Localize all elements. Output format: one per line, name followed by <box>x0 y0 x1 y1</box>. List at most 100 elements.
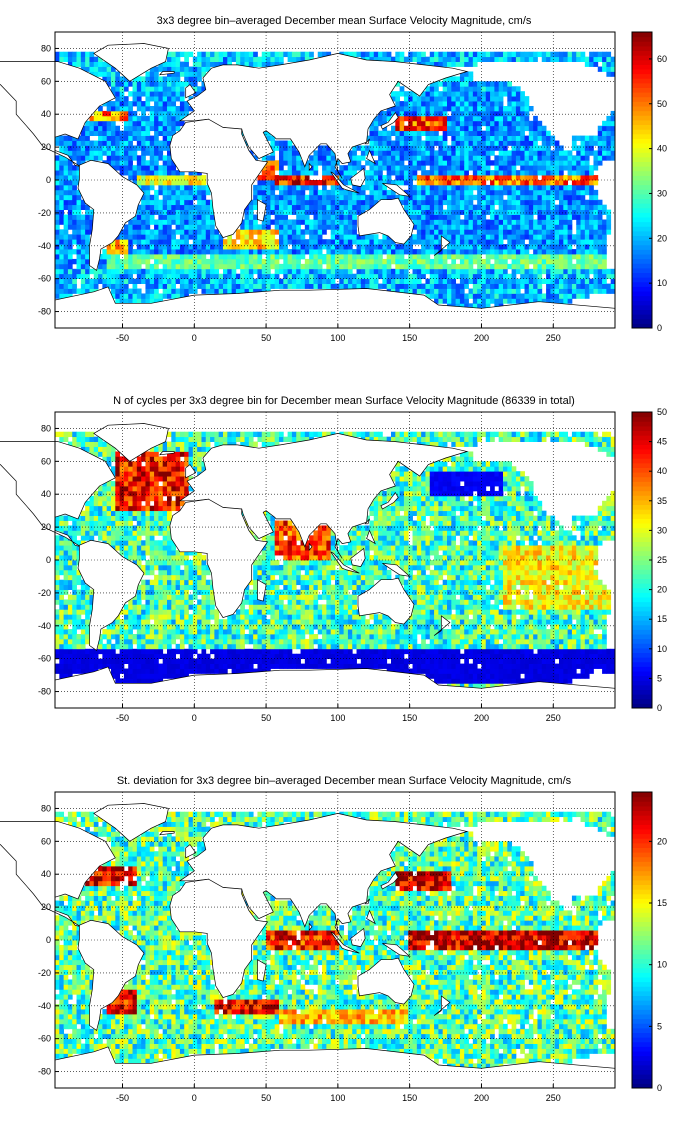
bin-cell <box>179 229 185 235</box>
bin-cell <box>378 194 383 201</box>
bin-cell <box>330 150 336 156</box>
bin-cell <box>369 234 375 240</box>
bin-cell <box>72 584 77 590</box>
bin-cell <box>498 86 504 92</box>
bin-cell <box>326 249 332 255</box>
bin-cell <box>546 244 551 250</box>
bin-cell <box>576 224 581 230</box>
bin-cell <box>89 441 95 447</box>
bin-cell <box>253 155 258 161</box>
bin-cell <box>412 194 418 201</box>
bin-cell <box>248 224 254 230</box>
bin-cell <box>412 140 418 146</box>
bin-cell <box>67 194 73 201</box>
bin-cell <box>520 219 525 225</box>
bin-cell <box>111 254 116 260</box>
bin-cell <box>403 199 409 206</box>
bin-cell <box>279 219 284 225</box>
bin-cell <box>184 204 189 210</box>
bin-cell <box>554 249 560 255</box>
bin-cell <box>317 249 323 255</box>
bin-cell <box>373 175 379 181</box>
bin-cell <box>593 273 599 280</box>
bin-cell <box>589 263 594 270</box>
bin-cell <box>67 594 73 600</box>
bin-cell <box>524 106 530 112</box>
bin-cell <box>515 150 521 156</box>
colorbar-segment <box>632 212 652 218</box>
bin-cell <box>175 249 181 255</box>
bin-cell <box>106 244 112 250</box>
bin-cell <box>442 283 448 289</box>
bin-cell <box>72 560 77 566</box>
bin-cell <box>80 263 86 270</box>
bin-cell <box>554 170 560 176</box>
bin-cell <box>326 239 332 245</box>
bin-cell <box>477 101 482 107</box>
bin-cell <box>602 278 607 284</box>
bin-cell <box>494 254 500 260</box>
land-outline <box>257 199 267 222</box>
bin-cell <box>438 239 444 245</box>
bin-cell <box>102 71 108 77</box>
bin-cell <box>451 239 457 245</box>
bin-cell <box>459 120 465 127</box>
bin-cell <box>167 219 172 225</box>
bin-cell <box>438 115 444 122</box>
bin-cell <box>248 254 254 260</box>
bin-cell <box>494 303 500 309</box>
bin-cell <box>391 268 396 275</box>
bin-cell <box>136 91 142 97</box>
bin-cell <box>67 560 73 566</box>
bin-cell <box>563 258 569 265</box>
bin-cell <box>412 273 418 280</box>
bin-cell <box>511 130 517 136</box>
bin-cell <box>63 150 69 156</box>
bin-cell <box>123 165 129 171</box>
bin-cell <box>528 140 534 146</box>
bin-cell <box>184 175 189 181</box>
bin-cell <box>408 115 413 122</box>
bin-cell <box>171 273 177 280</box>
bin-cell <box>447 106 452 112</box>
bin-cell <box>106 120 112 127</box>
bin-cell <box>455 189 461 196</box>
bin-cell <box>132 86 138 92</box>
bin-cell <box>63 530 69 536</box>
bin-cell <box>128 244 133 250</box>
bin-cell <box>584 155 590 161</box>
bin-cell <box>472 130 478 136</box>
bin-cell <box>59 535 65 541</box>
bin-cell <box>533 273 538 280</box>
bin-cell <box>386 106 392 112</box>
bin-cell <box>179 96 185 102</box>
bin-cell <box>442 288 448 294</box>
land-outline <box>169 118 269 239</box>
bin-cell <box>369 165 375 171</box>
bin-cell <box>356 263 362 270</box>
bin-cell <box>515 283 521 289</box>
bin-cell <box>132 135 138 141</box>
bin-cell <box>524 224 530 230</box>
bin-cell <box>571 194 577 201</box>
bin-cell <box>270 278 276 284</box>
bin-cell <box>602 249 607 255</box>
bin-cell <box>80 638 86 645</box>
bin-cell <box>188 283 194 289</box>
y-tick-label: 40 <box>41 109 51 119</box>
bin-cell <box>149 125 155 132</box>
bin-cell <box>119 273 125 280</box>
bin-cell <box>498 81 504 87</box>
bin-cell <box>434 224 439 230</box>
bin-cell <box>98 263 103 270</box>
bin-cell <box>408 258 413 265</box>
bin-cell <box>408 170 413 176</box>
bin-cell <box>119 525 125 531</box>
bin-cell <box>563 288 569 294</box>
bin-cell <box>184 293 189 299</box>
bin-cell <box>369 184 375 191</box>
bin-cell <box>261 175 267 181</box>
bin-cell <box>102 481 108 487</box>
bin-cell <box>451 258 457 265</box>
bin-cell <box>141 298 146 304</box>
